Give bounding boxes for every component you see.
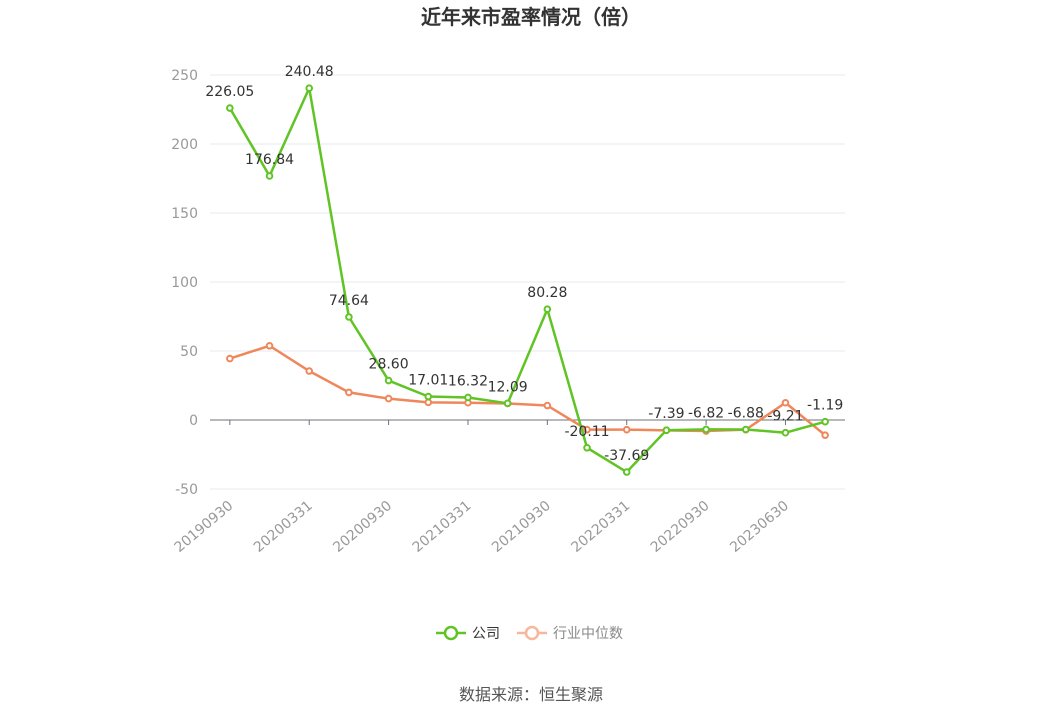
legend-marker-company [443,625,459,641]
data-label: -6.82 [688,405,724,421]
x-axis: 20190930 20200331 20200930 20210331 20210930… [172,419,845,556]
y-tick-label: 150 [171,206,198,222]
data-point-industry[interactable] [622,425,631,434]
data-source: 数据来源：恒生聚源 [459,685,603,704]
x-tick-label: 20190930 [172,498,237,556]
data-label: 12.09 [488,379,528,395]
data-label: 176.84 [245,152,294,168]
data-point-industry[interactable] [265,341,274,350]
y-tick-label: 0 [189,413,198,429]
data-point-industry[interactable] [424,398,433,407]
data-point-company[interactable] [622,468,631,476]
y-tick-label: 200 [171,137,198,153]
data-point-company[interactable] [424,392,433,401]
data-point-company[interactable] [345,313,353,321]
data-point-company[interactable] [305,84,314,92]
legend-item-industry[interactable]: 行业中位数 [517,625,623,642]
y-tick-label: 250 [171,68,198,84]
data-point-company[interactable] [741,425,750,434]
legend: 公司 行业中位数 [436,625,623,642]
data-point-company[interactable] [503,399,512,408]
x-tick-label: 20220331 [568,498,633,556]
data-label: 28.60 [369,357,409,373]
series-group [226,84,829,476]
legend-item-company[interactable]: 公司 [436,625,500,642]
data-point-industry[interactable] [821,431,829,439]
legend-label-company: 公司 [472,626,500,642]
data-label: -37.69 [604,448,649,464]
data-point-industry[interactable] [583,425,591,434]
grid-lines [210,74,845,490]
data-label: 240.48 [285,64,334,80]
data-point-industry[interactable] [384,394,393,403]
data-point-company[interactable] [464,393,472,402]
data-label: 226.05 [205,84,254,100]
data-label: -20.11 [564,424,609,440]
data-point-company[interactable] [583,443,591,452]
data-label: -6.88 [728,405,764,421]
data-point-company[interactable] [265,172,274,180]
x-tick-label: 20220930 [648,498,713,556]
data-point-industry[interactable] [305,367,314,375]
y-tick-label: 50 [180,344,198,360]
data-point-company[interactable] [384,376,393,385]
x-tick-label: 20210930 [489,498,554,556]
data-label: 74.64 [329,293,369,309]
x-tick-label: 20210331 [410,498,475,556]
data-label: 16.32 [448,373,488,389]
data-label: -1.19 [807,398,843,414]
data-label: 80.28 [527,285,567,301]
x-tick-label: 20200930 [330,498,395,556]
data-label: -7.39 [648,406,684,422]
legend-marker-industry [524,625,540,641]
data-point-company[interactable] [543,305,552,314]
data-point-industry[interactable] [781,398,790,407]
y-tick-label: -50 [175,482,198,498]
data-point-industry[interactable] [543,401,552,410]
data-point-company[interactable] [781,428,790,437]
data-point-industry[interactable] [226,354,234,363]
series-line-company [228,86,826,474]
y-tick-label: 100 [171,275,198,291]
data-point-company[interactable] [702,425,710,434]
data-point-industry[interactable] [345,388,353,397]
data-label: -9.21 [767,409,803,425]
data-point-company[interactable] [226,104,234,112]
chart-title: 近年来市盈率情况（倍） [421,5,641,29]
data-point-company[interactable] [821,417,829,426]
data-point-company[interactable] [662,426,671,434]
y-axis: -50 0 50 100 150 200 250 [171,68,198,498]
data-label: 17.01 [408,373,448,389]
legend-label-industry: 行业中位数 [553,626,623,642]
x-tick-label: 20200331 [251,498,316,556]
x-tick-label: 20230630 [727,498,792,556]
